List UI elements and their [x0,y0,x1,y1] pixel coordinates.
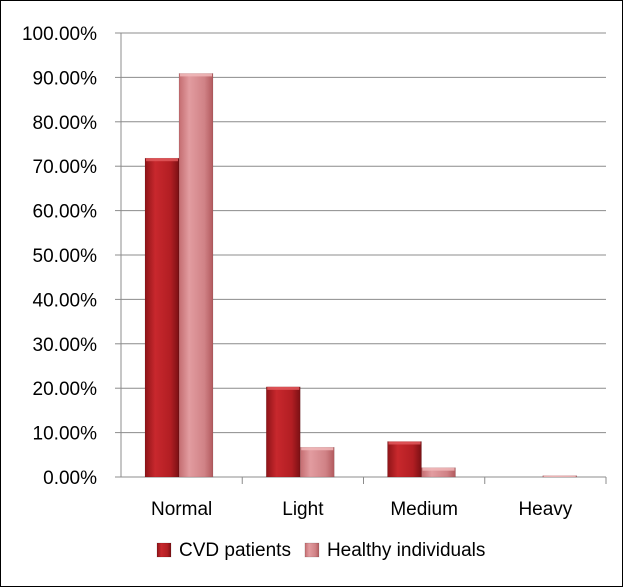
legend-label: CVD patients [179,540,291,561]
bar-healthy-individuals-normal [178,73,214,478]
bars [144,73,578,478]
y-tick-label: 50.00% [33,246,98,267]
axes [115,32,607,484]
legend-swatch [156,542,172,558]
x-tick-label: Heavy [518,499,572,520]
y-tick-labels: 0.00% 10.00% 20.00% 30.00% 40.00% 50.00% 60.00… [22,24,97,489]
x-tick-label: Normal [151,499,212,520]
legend-swatch [304,542,320,558]
legend: CVD patients Healthy individuals [156,540,485,561]
y-tick-label: 0.00% [43,468,97,489]
bar-top-highlight [180,73,212,77]
bar-top-highlight [267,386,300,390]
y-tick-label: 90.00% [33,68,98,89]
y-tick-label: 30.00% [33,335,98,356]
bar-cvd-patients-medium [387,441,422,478]
x-tick-label: Medium [390,499,458,520]
bar-top-highlight [543,475,576,477]
x-tick-labels: Normal Light Medium Heavy [151,499,573,520]
bar-healthy-individuals-light [299,446,335,478]
bar-top-highlight [146,158,178,162]
bar-top-highlight [388,441,421,445]
y-tick-label: 100.00% [22,24,97,45]
x-tick-label: Light [282,499,324,520]
y-tick-label: 20.00% [33,379,98,400]
bar-cvd-patients-normal [144,157,180,478]
bar-cvd-patients-light [265,386,301,478]
legend-label: Healthy individuals [327,540,485,561]
bar-top-highlight [301,447,334,451]
y-tick-label: 40.00% [33,290,98,311]
y-tick-label: 10.00% [33,424,98,445]
bar-top-highlight [422,467,455,471]
y-tick-label: 70.00% [33,157,98,178]
y-tick-label: 60.00% [33,202,98,223]
y-tick-label: 80.00% [33,113,98,134]
